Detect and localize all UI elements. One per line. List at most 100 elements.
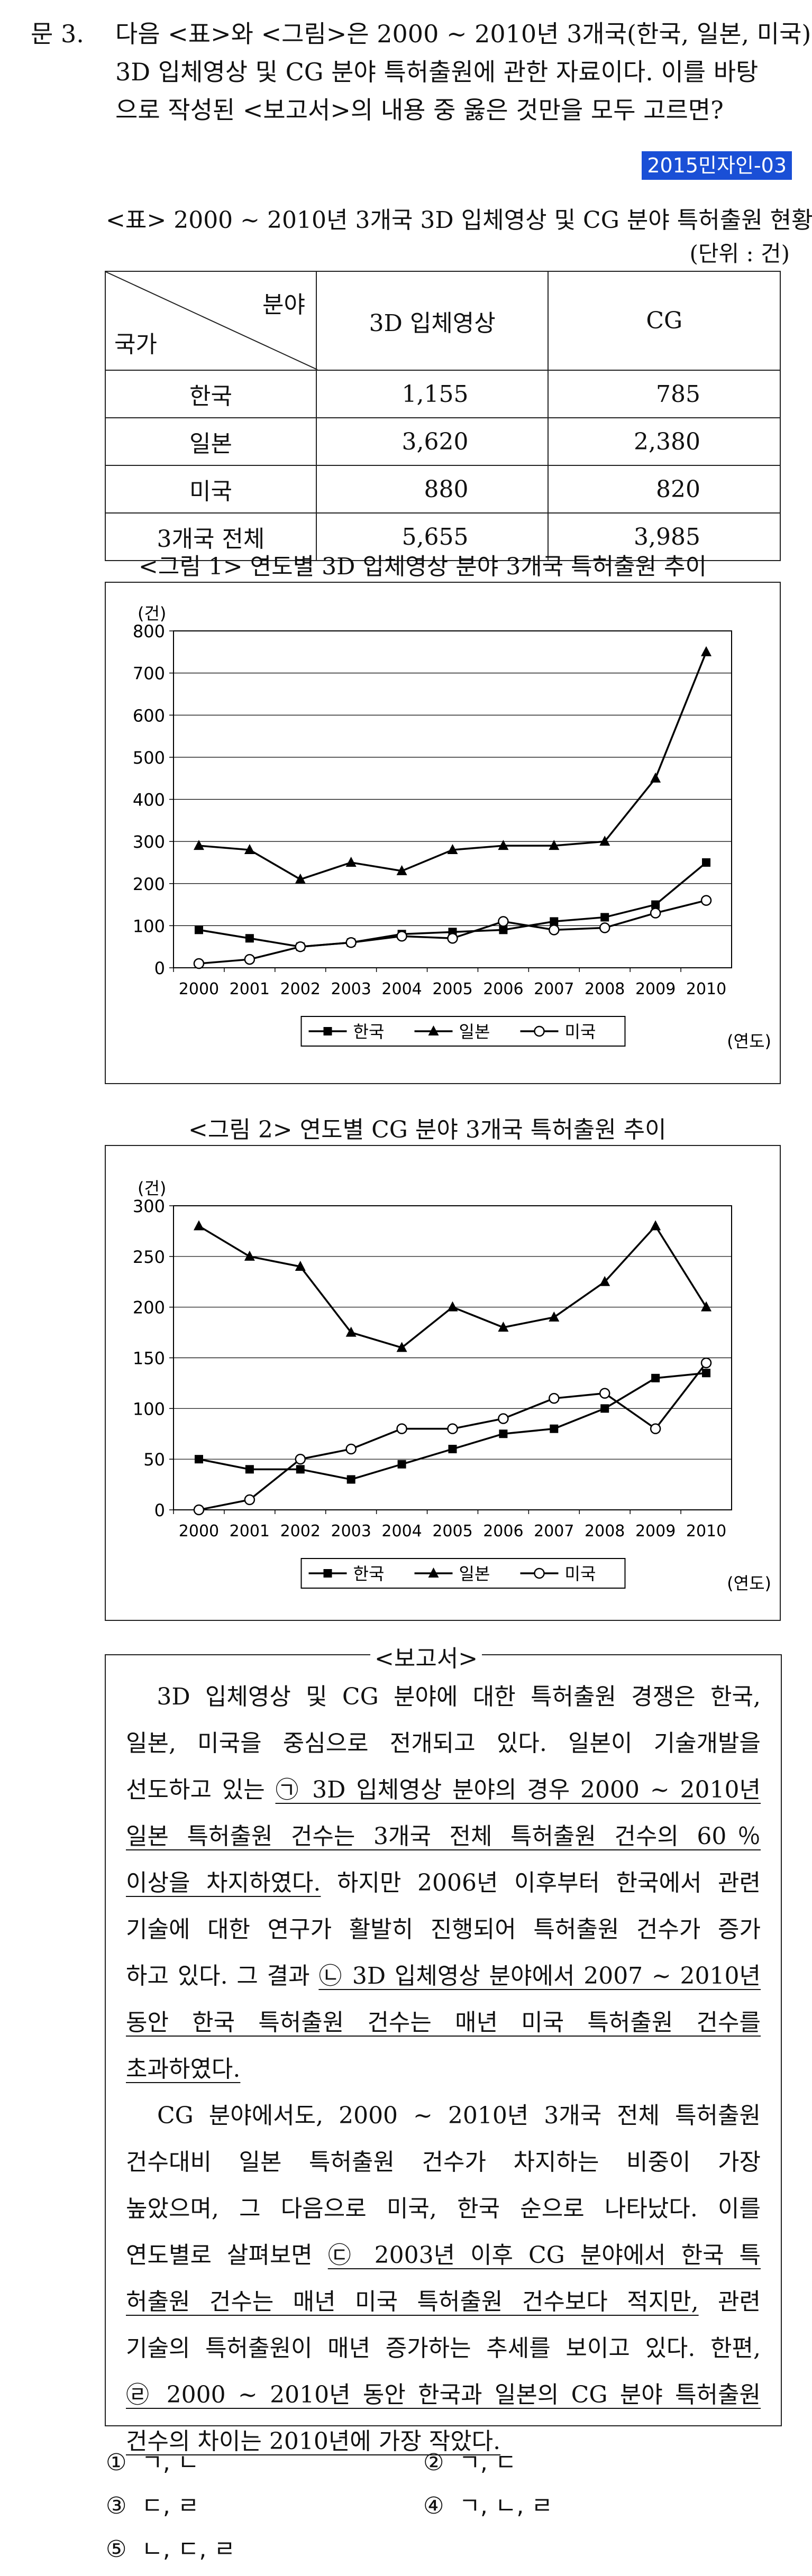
row-country: 미국 — [105, 465, 317, 514]
x-tick-label: 2008 — [585, 980, 625, 998]
cell-cg: 2,380 — [548, 417, 781, 466]
figure-2-title: <그림 2> 연도별 CG 분야 3개국 특허출원 추이 — [188, 1116, 667, 1143]
option-5[interactable]: ⑤ ㄴ, ㄷ, ㄹ — [106, 2530, 235, 2564]
plot-area: 0 100 200 300 400 500 600 700 800 2000 2001 2002 200… — [133, 603, 771, 1051]
x-tick-label: 2005 — [432, 1522, 472, 1541]
option-mark: ③ — [106, 2492, 127, 2519]
report-underlined-claim: 건수의 차이는 2010년에 가장 작았다. — [126, 2428, 501, 2455]
data-point-triangle — [498, 840, 509, 850]
column-header-cg: CG — [548, 271, 781, 371]
data-point-triangle — [447, 844, 458, 855]
table-row: 3개국 전체 5,655 3,985 — [105, 512, 781, 561]
data-point-circle — [599, 922, 610, 933]
report-text-segment: 3D 입체영상 및 CG 분야에 대한 특허출원 경쟁은 한국, — [126, 1683, 761, 1710]
report-line: ㉣ 2000 ~ 2010년 동안 한국과 일본의 CG 분야 특허출원 — [126, 2372, 761, 2418]
y-tick-label: 100 — [133, 916, 165, 936]
question-line: 다음 <표>와 <그림>은 2000 ~ 2010년 3개국(한국, 일본, 미… — [115, 20, 812, 48]
table-header-row: 분야 국가 3D 입체영상 CG — [105, 271, 781, 371]
figure-1-title: <그림 1> 연도별 3D 입체영상 분야 3개국 특허출원 추이 — [139, 553, 707, 580]
legend-label: 일본 — [459, 1564, 490, 1584]
option-text: ㄷ, ㄹ — [141, 2492, 199, 2519]
data-point-circle — [498, 1413, 509, 1424]
report-line: 기술의 특허출원이 매년 증가하는 추세를 보이고 있다. 한편, — [126, 2325, 761, 2372]
option-2[interactable]: ② ㄱ, ㄷ — [423, 2443, 516, 2477]
x-tick-label: 2009 — [635, 980, 676, 998]
data-point-square — [346, 1475, 355, 1484]
y-tick-label: 600 — [133, 705, 165, 726]
data-point-triangle — [295, 1261, 306, 1271]
data-point-triangle — [396, 1342, 407, 1352]
data-point-circle — [549, 924, 560, 936]
y-tick-label: 400 — [133, 790, 165, 810]
report-text-segment: 높았으며, 그 다음으로 미국, 한국 순으로 나타났다. 이를 — [126, 2195, 761, 2222]
y-axis-label: (건) — [138, 603, 166, 624]
legend-box — [300, 1558, 626, 1589]
table-row: 한국 1,155 785 — [105, 370, 781, 418]
legend-box — [300, 1016, 626, 1047]
legend-marker-triangle — [428, 1567, 439, 1578]
data-point-triangle — [193, 1220, 204, 1231]
report-line: 허출원 건수는 매년 미국 특허출원 건수보다 적지만, 관련 — [126, 2279, 761, 2325]
x-tick-label: 2008 — [585, 1522, 625, 1541]
data-point-triangle — [244, 1250, 255, 1261]
report-text-segment: 하지만 2006년 이후부터 한국에서 관련 — [321, 1869, 761, 1896]
legend-label: 미국 — [565, 1564, 596, 1584]
data-point-circle — [295, 1453, 306, 1465]
x-tick-label: 2010 — [686, 980, 726, 998]
x-tick-label: 2004 — [381, 980, 422, 998]
data-point-square — [296, 1465, 305, 1474]
cell-cg: 820 — [548, 465, 781, 514]
row-country: 한국 — [105, 370, 317, 418]
report-underlined-claim: 일본 특허출원 건수는 3개국 전체 특허출원 건수의 60％ — [126, 1823, 761, 1850]
y-axis-label: (건) — [138, 1178, 166, 1198]
patent-table: 분야 국가 3D 입체영상 CG 한국 1,155 785 일본 3,620 2… — [105, 271, 781, 561]
report-line: 일본, 미국을 중심으로 전개되고 있다. 일본이 기술개발을 — [126, 1720, 761, 1767]
option-3[interactable]: ③ ㄷ, ㄹ — [106, 2487, 199, 2520]
x-tick-label: 2009 — [635, 1522, 676, 1541]
report-text: 3D 입체영상 및 CG 분야에 대한 특허출원 경쟁은 한국, 일본, 미국을 … — [126, 1674, 761, 2465]
option-text: ㄱ, ㄷ — [459, 2449, 517, 2476]
data-point-circle — [700, 895, 712, 906]
cell-3d: 3,620 — [315, 417, 549, 466]
data-point-square — [702, 858, 711, 867]
data-point-circle — [193, 958, 205, 969]
data-point-square — [550, 917, 559, 926]
report-text-segment: 건수대비 일본 특허출원 건수가 차지하는 비중이 가장 — [126, 2149, 761, 2176]
question-line: 으로 작성된 <보고서>의 내용 중 옳은 것만을 모두 고르면? — [115, 96, 724, 124]
x-tick-label: 2007 — [534, 980, 574, 998]
data-point-square — [651, 1373, 660, 1382]
cell-3d: 5,655 — [315, 512, 549, 561]
y-tick-label: 700 — [133, 664, 165, 684]
x-tick-label: 2007 — [534, 1522, 574, 1541]
report-underlined-claim: ㉢ 2003년 이후 CG 분야에서 한국 특 — [327, 2242, 761, 2269]
data-point-square — [499, 1429, 508, 1438]
row-country: 3개국 전체 — [105, 512, 317, 561]
table-row: 일본 3,620 2,380 — [105, 417, 781, 466]
report-text-segment: 하고 있다. 그 결과 — [126, 1963, 319, 1990]
legend-label: 한국 — [353, 1564, 385, 1584]
y-tick-label: 0 — [154, 1500, 165, 1520]
option-4[interactable]: ④ ㄱ, ㄴ, ㄹ — [423, 2487, 553, 2520]
data-point-circle — [650, 1423, 661, 1434]
question-text: 다음 <표>와 <그림>은 2000 ~ 2010년 3개국(한국, 일본, 미… — [115, 15, 812, 129]
option-text: ㄴ, ㄷ, ㄹ — [141, 2536, 235, 2563]
option-1[interactable]: ① ㄱ, ㄴ — [106, 2443, 199, 2477]
data-point-square — [245, 934, 254, 943]
legend-marker-circle — [534, 1025, 545, 1037]
y-tick-label: 0 — [154, 958, 165, 978]
data-point-circle — [650, 907, 661, 919]
report-label: <보고서> — [370, 1639, 482, 1673]
data-point-triangle — [599, 836, 610, 846]
x-tick-label: 2010 — [686, 1522, 726, 1541]
column-header-3d: 3D 입체영상 — [315, 271, 549, 371]
legend-marker-square — [323, 1569, 332, 1578]
data-point-triangle — [345, 856, 357, 867]
source-tag: 2015민자인-03 — [642, 151, 792, 180]
chart-legend: 한국 일본 미국 — [300, 1558, 626, 1589]
row-country: 일본 — [105, 417, 317, 466]
y-tick-label: 800 — [133, 621, 165, 641]
report-line: 하고 있다. 그 결과 ㉡ 3D 입체영상 분야에서 2007 ~ 2010년 — [126, 1953, 761, 2000]
report-text-segment: 기술의 특허출원이 매년 증가하는 추세를 보이고 있다. 한편, — [126, 2335, 761, 2362]
data-point-circle — [599, 1388, 610, 1399]
data-point-triangle — [650, 1220, 661, 1231]
